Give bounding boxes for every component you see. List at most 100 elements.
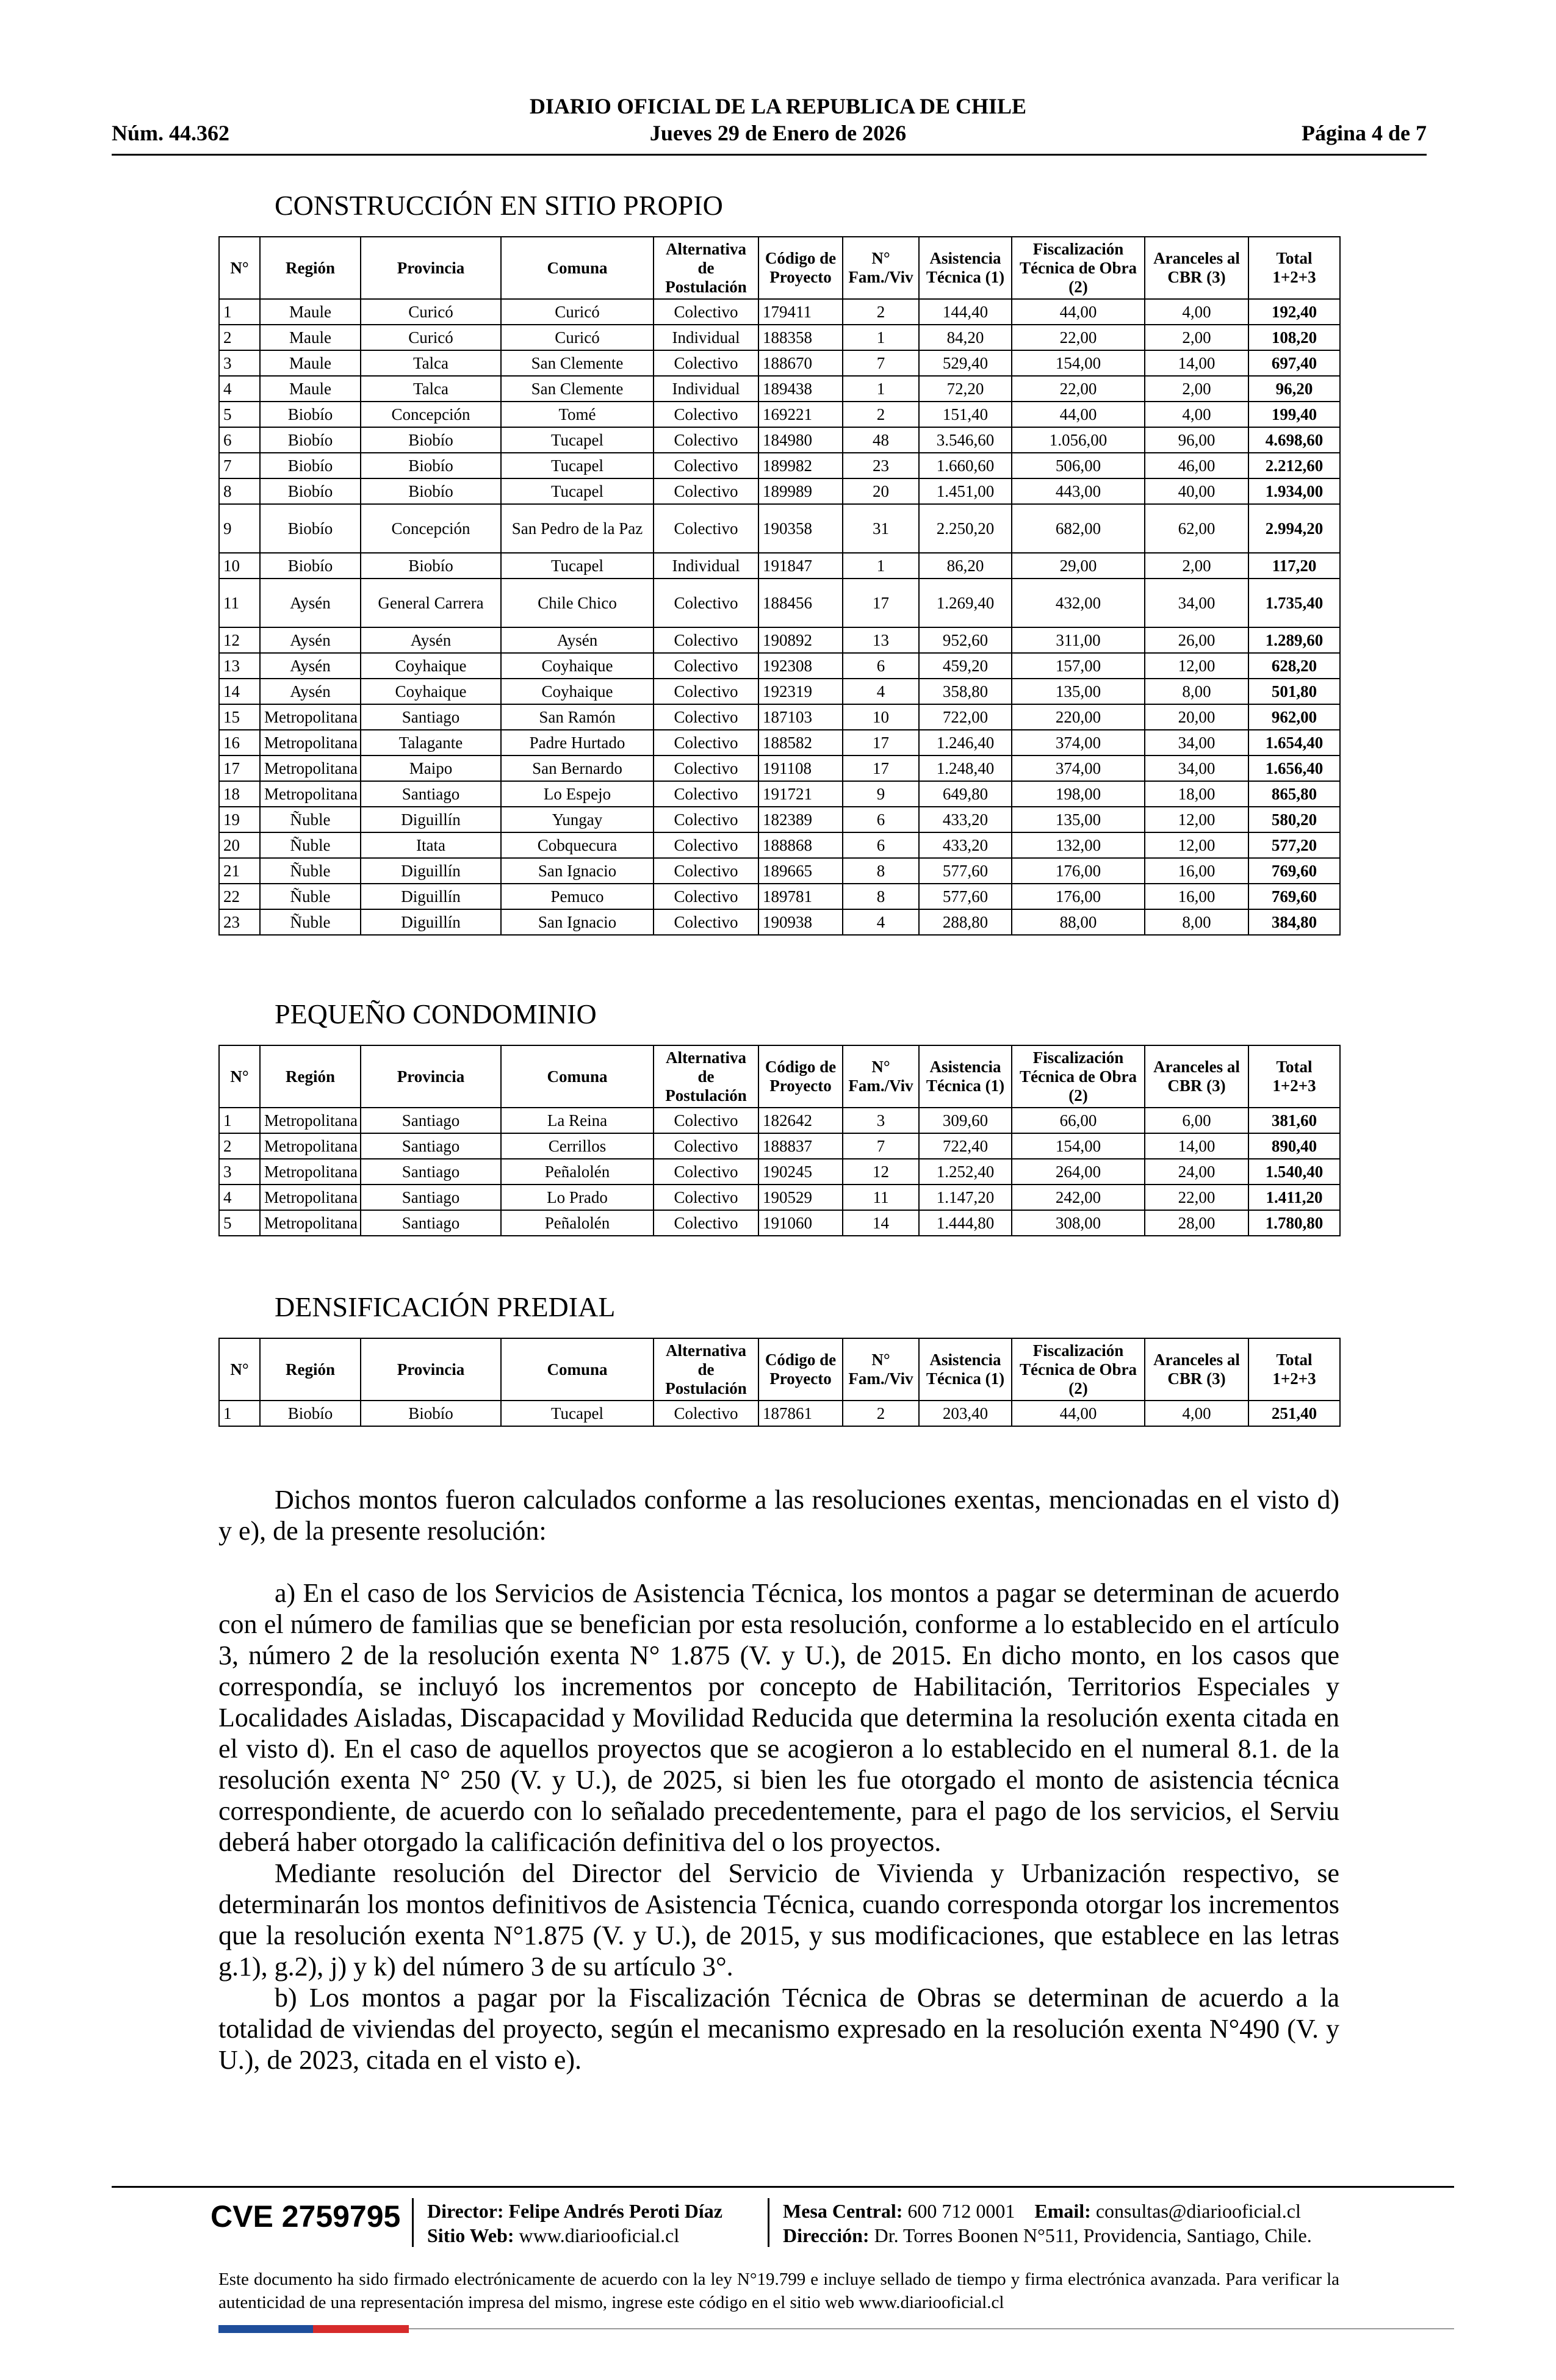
table-cell: 188670 (758, 350, 843, 377)
table-cell: 1.660,60 (918, 452, 1012, 479)
table-cell: Colectivo (653, 298, 759, 325)
table-cell: 1.252,40 (918, 1158, 1012, 1185)
table-cell: 19 (218, 806, 261, 833)
table-cell: Aysén (259, 678, 361, 705)
table-cell: 7 (842, 1133, 920, 1159)
column-header: Código de Proyecto (758, 1338, 843, 1401)
section: CONSTRUCCIÓN EN SITIO PROPIO N° Región Prov… (218, 184, 1341, 936)
table-cell: Maule (259, 375, 361, 402)
table-cell: 6 (218, 427, 261, 453)
email: consultas@diariooficial.cl (1095, 2200, 1301, 2222)
column-header: Fiscalización Técnica de Obra (2) (1011, 236, 1145, 300)
section-title: DENSIFICACIÓN PREDIAL (275, 1291, 616, 1322)
table-cell: Metropolitana (259, 1210, 361, 1236)
table-row: 4 Metropolitana Santiago Lo Prado Colectivo 1… (218, 1184, 1341, 1211)
table-row: 2 Maule Curicó Curicó Individual 188358 1 84,20… (218, 324, 1341, 351)
table-cell: 865,80 (1248, 781, 1341, 807)
table-cell: 135,00 (1011, 678, 1145, 705)
table-cell: Biobío (259, 478, 361, 505)
section-title: PEQUEÑO CONDOMINIO (275, 998, 597, 1030)
table-row: 2 Metropolitana Santiago Cerrillos Colectivo… (218, 1133, 1341, 1159)
table-cell: 29,00 (1011, 552, 1145, 579)
table-cell: 34,00 (1144, 578, 1249, 628)
table-cell: 72,20 (918, 375, 1012, 402)
table-cell: Aysén (259, 627, 361, 654)
table-cell: 1.056,00 (1011, 427, 1145, 453)
table-cell: 187103 (758, 704, 843, 730)
label: Director: (427, 2200, 504, 2222)
table-cell: Individual (653, 552, 759, 579)
column-header: N° (218, 1045, 261, 1108)
table-cell: 4,00 (1144, 298, 1249, 325)
table-cell: Curicó (500, 324, 654, 351)
table-cell: 31 (842, 503, 920, 554)
column-header: Región (259, 236, 361, 300)
table-cell: Curicó (500, 298, 654, 325)
table-row: 4 Maule Talca San Clemente Individual 189438 1… (218, 375, 1341, 402)
table-cell: 40,00 (1144, 478, 1249, 505)
table-cell: Santiago (360, 1158, 502, 1185)
table-cell: 311,00 (1011, 627, 1145, 654)
table-cell: 84,20 (918, 324, 1012, 351)
table-cell: 577,20 (1248, 832, 1341, 859)
label: Email: (1034, 2200, 1091, 2222)
table-cell: Colectivo (653, 503, 759, 554)
table-row: 1 Metropolitana Santiago La Reina Colectivo 1… (218, 1107, 1341, 1134)
table-cell: 697,40 (1248, 350, 1341, 377)
table-cell: Colectivo (653, 781, 759, 807)
table-cell: 17 (842, 578, 920, 628)
column-header: Asistencia Técnica (1) (918, 1338, 1012, 1401)
table-cell: Cobquecura (500, 832, 654, 859)
table-cell: San Ramón (500, 704, 654, 730)
table-cell: Colectivo (653, 401, 759, 428)
table-cell: Colectivo (653, 427, 759, 453)
table-head: N° Región Provincia Comuna Alternativa de Po… (218, 1045, 1341, 1108)
table-cell: 191060 (758, 1210, 843, 1236)
table-cell: 12,00 (1144, 806, 1249, 833)
table-cell: Diguillín (360, 909, 502, 936)
table-cell: 6 (842, 832, 920, 859)
table-cell: 459,20 (918, 652, 1012, 679)
table-cell: Biobío (259, 552, 361, 579)
header-row: N° Región Provincia Comuna Alternativa de Po… (218, 1045, 1341, 1108)
table-cell: Coyhaique (360, 652, 502, 679)
table-cell: 15 (218, 704, 261, 730)
table-cell: La Reina (500, 1107, 654, 1134)
table-cell: Aysén (259, 652, 361, 679)
table-cell: 20,00 (1144, 704, 1249, 730)
column-header: Código de Proyecto (758, 1045, 843, 1108)
table-cell: Coyhaique (500, 678, 654, 705)
header-row: N° Región Provincia Comuna Alternativa de Po… (218, 1338, 1341, 1401)
table-cell: Colectivo (653, 678, 759, 705)
table-cell: General Carrera (360, 578, 502, 628)
table-cell: 190892 (758, 627, 843, 654)
phone: 600 712 0001 (907, 2200, 1015, 2222)
table-cell: 6,00 (1144, 1107, 1249, 1134)
table-cell: Biobío (360, 452, 502, 479)
table-cell: 187861 (758, 1400, 843, 1427)
table-cell: 144,40 (918, 298, 1012, 325)
table-cell: 4.698,60 (1248, 427, 1341, 453)
label: Dirección: (783, 2224, 870, 2246)
address: Dr. Torres Boonen N°511, Providencia, Sa… (874, 2224, 1312, 2246)
table-cell: Biobío (259, 401, 361, 428)
table-cell: 374,00 (1011, 729, 1145, 756)
table-row: 5 Metropolitana Santiago Peñalolén Colectivo… (218, 1210, 1341, 1236)
column-header: N° (218, 236, 261, 300)
table-cell: 190529 (758, 1184, 843, 1211)
table-cell: 188456 (758, 578, 843, 628)
table-cell: Colectivo (653, 1400, 759, 1427)
table-row: 5 Biobío Concepción Tomé Colectivo 169221 2 151… (218, 401, 1341, 428)
table-cell: 1.147,20 (918, 1184, 1012, 1211)
table-cell: 26,00 (1144, 627, 1249, 654)
table-cell: 2 (842, 401, 920, 428)
table-cell: 22 (218, 883, 261, 910)
table-cell: 2 (842, 1400, 920, 1427)
table-cell: 192,40 (1248, 298, 1341, 325)
table-cell: San Bernardo (500, 755, 654, 782)
table-cell: Peñalolén (500, 1158, 654, 1185)
table-cell: 8,00 (1144, 678, 1249, 705)
table-cell: 288,80 (918, 909, 1012, 936)
table-cell: Colectivo (653, 755, 759, 782)
table-cell: 151,40 (918, 401, 1012, 428)
